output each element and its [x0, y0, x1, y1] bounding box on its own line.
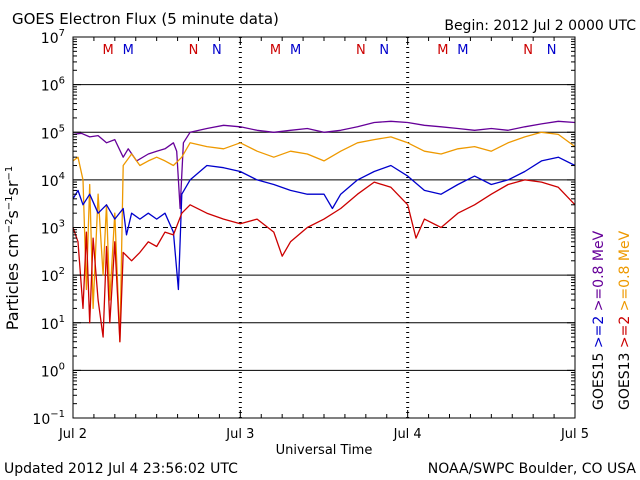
y-tick-label: 104	[41, 171, 65, 190]
y-tick-label: 102	[41, 266, 65, 285]
y-tick-base: 10	[41, 174, 59, 190]
x-tick-label: Jul 2	[58, 427, 87, 442]
x-axis-label: Universal Time	[276, 443, 373, 458]
y-tick-exponent: −1	[50, 409, 65, 420]
legend-goes13: GOES13 >=2 >=0.8 MeV	[617, 230, 633, 410]
series-line	[72, 120, 576, 210]
legend-entry: >=0.8 MeV	[591, 230, 607, 315]
y-tick-exponent: 2	[59, 266, 65, 277]
updated-timestamp: Updated 2012 Jul 4 23:56:02 UTC	[4, 461, 238, 477]
y-tick-label: 105	[41, 123, 65, 142]
series-line	[72, 179, 576, 343]
y-tick-label: 10−1	[32, 409, 65, 428]
y-tick-label: 103	[41, 219, 65, 238]
y-tick-base: 10	[41, 79, 59, 95]
y-tick-base: 10	[41, 222, 59, 238]
y-tick-base: 10	[41, 269, 59, 285]
mn-marker: M	[270, 43, 281, 58]
y-label-exp2: −1	[4, 195, 15, 210]
y-tick-exponent: 3	[59, 219, 65, 230]
y-tick-label: 101	[41, 314, 65, 333]
x-tick-labels: Jul 2 Jul 3 Jul 4 Jul 5	[58, 427, 589, 442]
x-tick-label: Jul 3	[225, 427, 254, 442]
credit-label: NOAA/SWPC Boulder, CO USA	[428, 461, 637, 477]
y-tick-base: 10	[41, 126, 59, 142]
y-label-mid2: sr	[3, 180, 22, 195]
mn-marker: N	[189, 43, 199, 58]
y-label-mid1: s	[3, 210, 22, 218]
x-tick-label: Jul 4	[393, 427, 422, 442]
legend-goes15: GOES15 >=2 >=0.8 MeV	[591, 230, 607, 410]
plot-frame	[72, 36, 576, 419]
y-tick-exponent: 0	[59, 361, 65, 372]
y-tick-exponent: 1	[59, 314, 65, 325]
x-tick-label: Jul 5	[560, 427, 589, 442]
y-tick-exponent: 6	[59, 76, 65, 87]
series-line	[72, 156, 576, 291]
begin-label: Begin: 2012 Jul 2 0000 UTC	[444, 18, 636, 34]
mn-marker: M	[290, 43, 301, 58]
y-tick-label: 106	[41, 76, 65, 95]
y-label-exp3: −1	[4, 166, 15, 181]
legend-entry: >=2	[617, 316, 633, 353]
mn-marker: N	[356, 43, 366, 58]
mn-marker: M	[103, 43, 114, 58]
mn-marker: N	[212, 43, 222, 58]
y-tick-base: 10	[41, 364, 59, 380]
mn-marker: M	[457, 43, 468, 58]
y-tick-label: 107	[41, 28, 65, 47]
y-tick-base: 10	[41, 317, 59, 333]
series-line	[72, 131, 576, 343]
series-lines	[72, 120, 576, 343]
legend-entry: >=2	[591, 316, 607, 353]
legend-entry: GOES13	[617, 353, 633, 410]
y-tick-label: 100	[41, 361, 65, 380]
mn-marker: N	[379, 43, 389, 58]
mn-marker: M	[437, 43, 448, 58]
y-label-exp1: −2	[4, 219, 15, 234]
mn-marker: N	[523, 43, 533, 58]
chart-title: GOES Electron Flux (5 minute data)	[12, 10, 279, 28]
legend-entry: >=0.8 MeV	[617, 230, 633, 315]
y-tick-exponent: 4	[59, 171, 65, 182]
y-tick-base: 10	[41, 31, 59, 47]
legend-entry: GOES15	[591, 353, 607, 410]
y-tick-base: 10	[32, 412, 50, 428]
mn-marker: M	[123, 43, 134, 58]
y-tick-exponent: 5	[59, 123, 65, 134]
y-tick-exponent: 7	[59, 28, 65, 39]
y-label-main: Particles cm	[3, 233, 22, 330]
y-axis-label: Particles cm−2s−1sr−1	[3, 166, 22, 330]
grid	[73, 37, 575, 418]
mn-marker: N	[547, 43, 557, 58]
